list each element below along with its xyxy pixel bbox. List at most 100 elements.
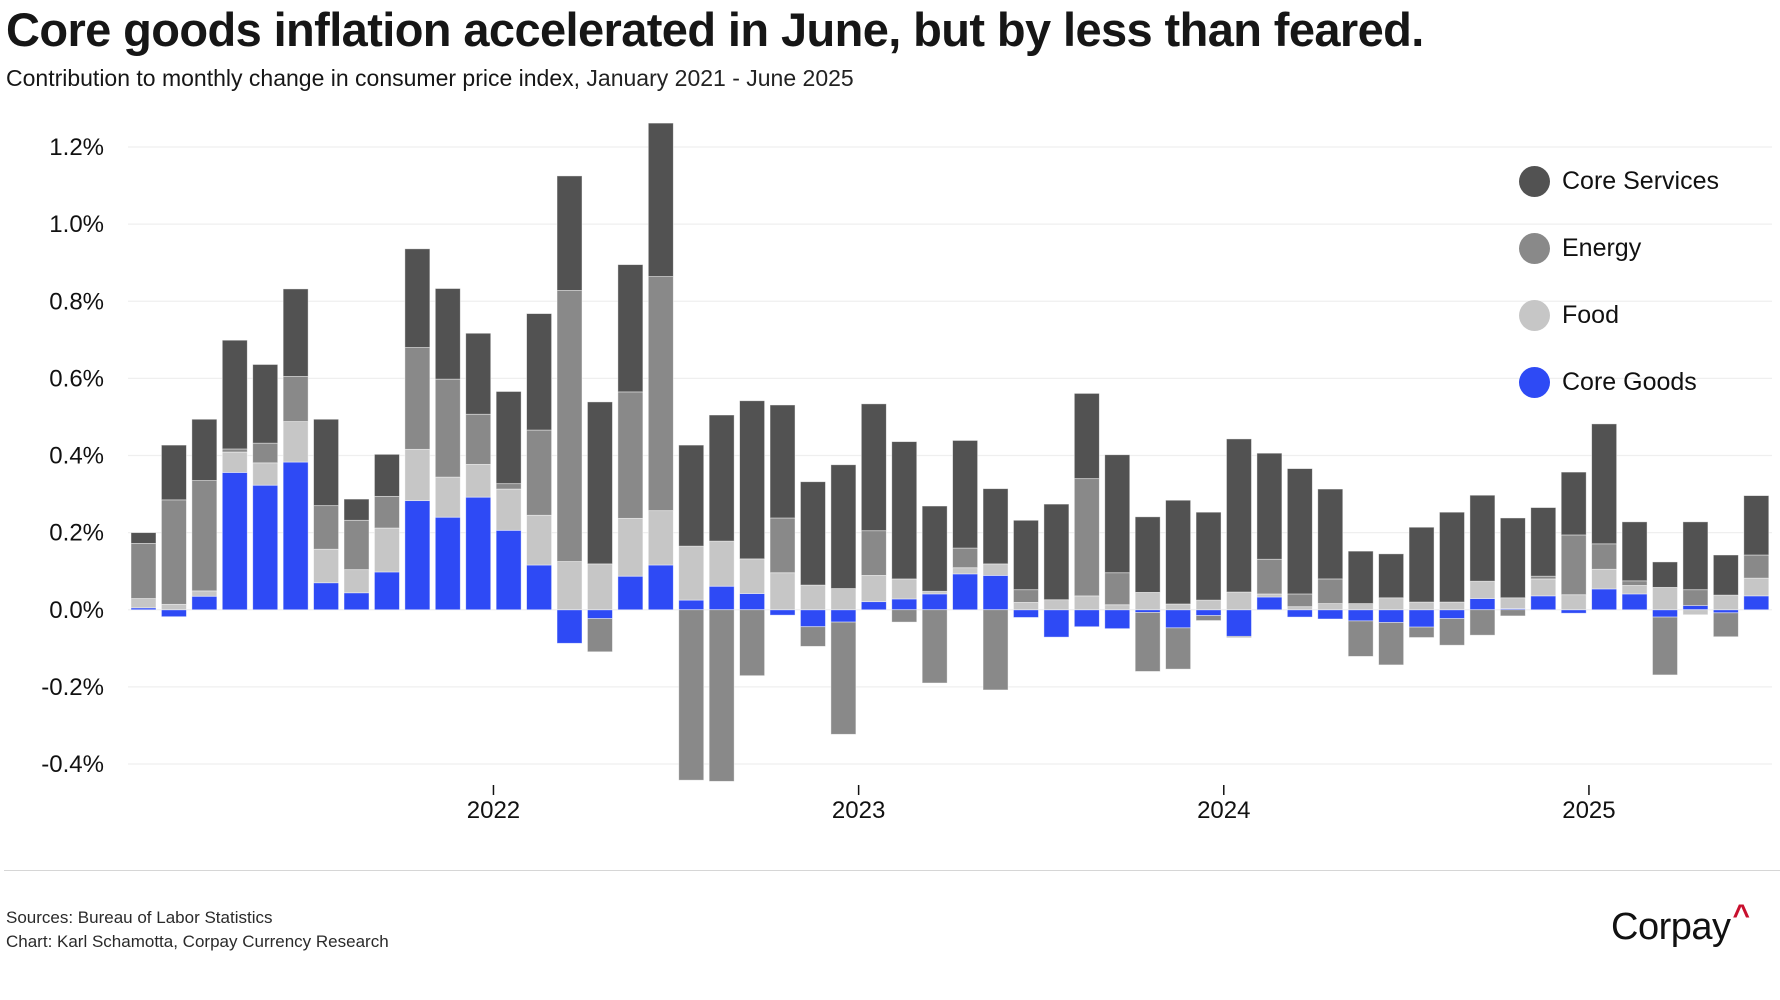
bar-segment-food [708,540,735,587]
bar-segment-core-services [1226,438,1252,593]
bar-segment-food [1073,595,1100,611]
bar-segment-core-services [1286,468,1313,595]
bar-segment-food [1378,597,1405,611]
bar-segment-energy [891,609,918,623]
bar-segment-energy [404,347,431,450]
bar-segment-core-services [1712,554,1739,596]
bar-segment-food [769,572,796,611]
bar-stack [1560,471,1587,614]
bar-segment-core-services [921,505,948,592]
bar-segment-energy [860,530,887,576]
bar-segment-energy [952,547,979,569]
bar-segment-core-goods [465,496,492,611]
bar-segment-core-services [282,288,309,377]
bar-segment-food [1134,592,1161,611]
bar-segment-core-goods [617,575,644,611]
bar-segment-energy [434,378,461,478]
bar-segment-core-goods [647,564,674,611]
bar-segment-core-goods [891,598,918,611]
bar-segment-core-services [1469,494,1496,582]
bar-segment-energy [556,290,583,562]
bar-segment-food [739,558,765,594]
bar-segment-food [921,590,948,595]
bar-segment-core-goods [1195,609,1222,616]
bar-stack [1013,519,1039,618]
bar-stack [1378,553,1405,666]
bar-segment-core-goods [1317,609,1344,620]
bar-stack [526,313,552,611]
bar-segment-food [678,545,705,601]
stacked-bar-chart: 1.2% 1.0% 0.8% 0.6% 0.4% 0.2% 0.0% -0.2% -0.4% 2… [41,122,1772,824]
bar-segment-energy [374,495,400,529]
bar-stack [891,441,918,623]
bar-segment-core-goods [495,529,522,611]
bar-stack [130,532,157,611]
bar-segment-energy [1378,622,1405,666]
bar-segment-core-services [1195,511,1222,601]
y-tick-label: 0.4% [49,443,104,470]
bar-stack [1073,393,1100,628]
bar-segment-core-goods [1530,595,1557,611]
bar-stack [282,288,309,611]
bar-stack [1712,554,1739,638]
bar-segment-core-goods [404,500,431,611]
bar-segment-core-services [617,264,644,393]
bar-segment-core-goods [1226,609,1252,637]
legend-label: Core Services [1562,167,1719,195]
y-tick-label: 0.8% [49,288,104,315]
y-tick-label: -0.2% [41,674,104,701]
legend-item-core-services: Core Services [1519,148,1719,215]
legend-item-food: Food [1519,282,1719,349]
bar-stack [860,403,887,611]
bar-segment-food [1195,599,1222,611]
bar-segment-food [891,578,918,600]
y-tick-label: -0.4% [41,751,104,778]
bar-segment-core-goods [161,609,187,618]
bar-segment-food [1317,603,1344,611]
bar-segment-food [1560,594,1587,611]
bar-segment-food [1104,604,1131,611]
bar-segment-energy [495,483,522,490]
bar-stack [587,401,613,653]
bar-segment-energy [161,499,187,605]
bar-segment-core-goods [434,516,461,611]
bar-segment-food [860,575,887,603]
bar-segment-core-services [739,400,765,560]
y-tick-label: 0.6% [49,365,104,392]
bar-segment-core-services [830,464,857,589]
bar-segment-energy [1104,572,1131,606]
bar-segment-core-services [678,444,705,547]
subtitle-date-range: January 2021 - June 2025 [580,65,854,91]
bar-segment-core-services [1104,454,1131,574]
bar-stack [465,332,492,611]
bar-segment-energy [921,609,948,684]
source-note: Sources: Bureau of Labor Statistics [6,908,273,927]
bar-stack [952,440,979,611]
bar-segment-energy [1013,589,1039,603]
chart-subtitle: Contribution to monthly change in consum… [6,65,854,92]
bar-stack [495,391,522,611]
bar-segment-energy [982,609,1009,691]
bar-segment-core-services [495,391,522,485]
bar-segment-core-goods [769,609,796,616]
bar-stack [1621,521,1648,611]
bar-segment-core-services [1682,521,1709,591]
bar-segment-core-services [556,175,583,291]
bar-segment-food [1530,578,1557,597]
bar-segment-core-goods [1652,609,1678,618]
bar-segment-energy [343,519,370,571]
bar-segment-core-goods [830,609,857,623]
bar-segment-food [1591,568,1618,590]
bar-segment-core-services [1165,499,1192,605]
bar-segment-food [617,517,644,577]
bar-segment-core-goods [1347,609,1374,622]
bar-segment-core-goods [1469,598,1496,611]
chart-title: Core goods inflation accelerated in June… [6,3,1424,56]
bar-segment-core-services [1621,521,1648,582]
bar-stack [1499,517,1526,617]
bar-stack [556,175,583,644]
bar-segment-core-goods [1256,596,1283,611]
bar-segment-food [374,527,400,573]
bar-segment-core-services [1317,488,1344,580]
bar-segment-energy [313,505,339,550]
